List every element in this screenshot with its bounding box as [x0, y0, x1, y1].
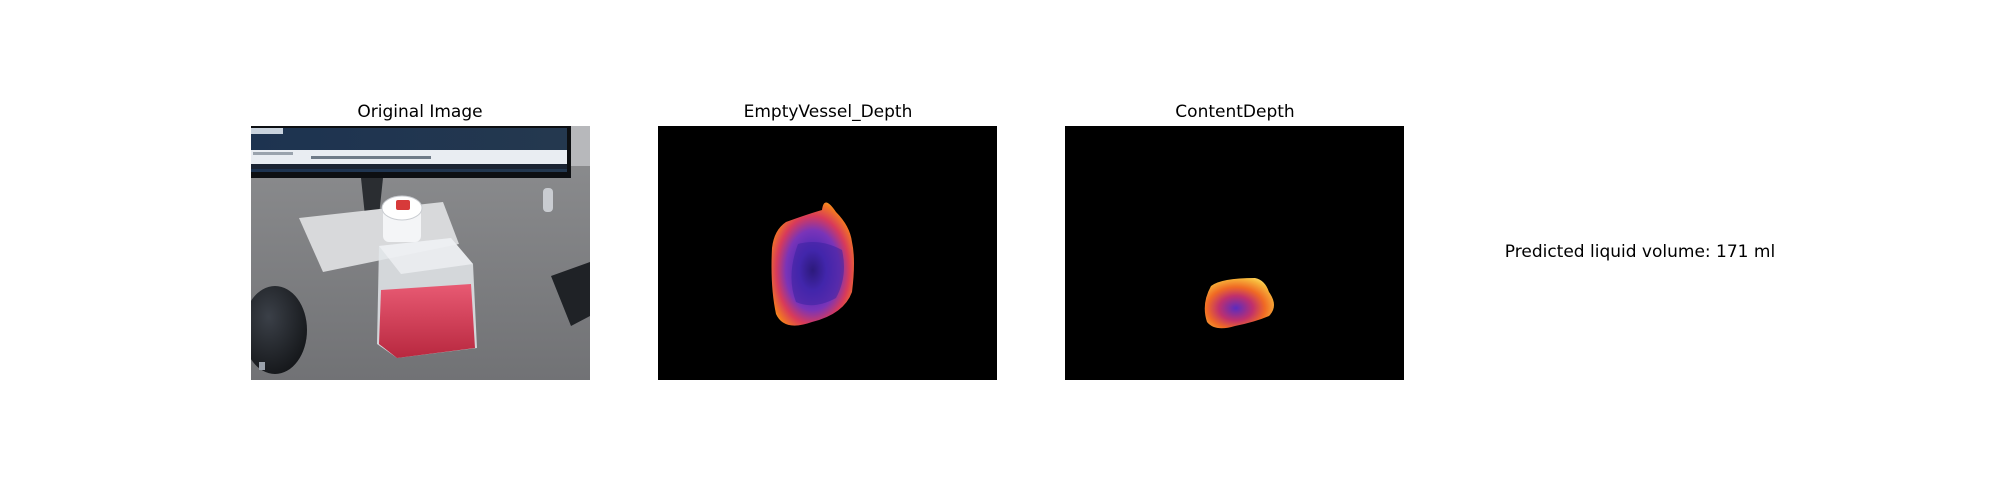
original-image: [251, 126, 590, 380]
empty-vessel-depth-image: [658, 126, 997, 380]
panel-title-empty-vessel-depth: EmptyVessel_Depth: [743, 102, 913, 122]
panel-title-content-depth: ContentDepth: [1175, 102, 1295, 122]
predicted-volume-text: Predicted liquid volume: 171 ml: [1504, 242, 1776, 262]
panel-title-original: Original Image: [357, 102, 483, 122]
content-depth-image: [1065, 126, 1404, 380]
